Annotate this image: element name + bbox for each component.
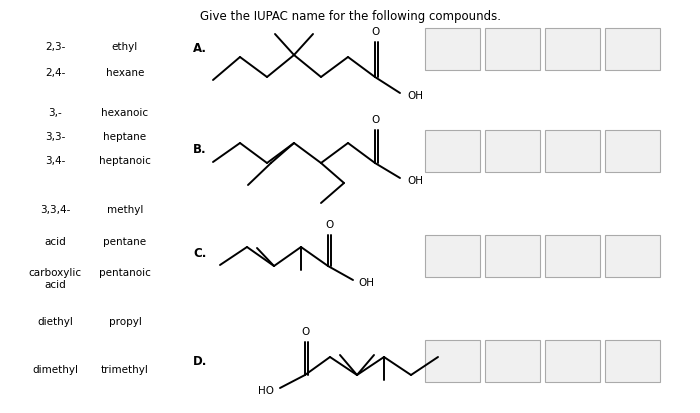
Text: hexanoic: hexanoic [102, 108, 148, 118]
Text: 3,3-: 3,3- [45, 132, 65, 142]
Text: dimethyl: dimethyl [32, 365, 78, 375]
Bar [485, 340, 540, 382]
Text: diethyl: diethyl [37, 317, 73, 327]
Text: O: O [302, 327, 310, 337]
Text: O: O [372, 27, 380, 37]
Text: acid: acid [44, 237, 66, 247]
Text: 3,3,4-: 3,3,4- [40, 205, 70, 215]
Text: A.: A. [193, 42, 207, 55]
Text: Give the IUPAC name for the following compounds.: Give the IUPAC name for the following co… [199, 10, 500, 23]
Text: methyl: methyl [107, 205, 144, 215]
Text: propyl: propyl [108, 317, 141, 327]
Text: 2,3-: 2,3- [45, 42, 65, 52]
Bar [605, 130, 660, 172]
Bar [425, 340, 480, 382]
Bar [485, 235, 540, 277]
Bar [545, 340, 600, 382]
Bar [485, 130, 540, 172]
Text: D.: D. [193, 355, 207, 368]
Text: pentane: pentane [104, 237, 146, 247]
Bar [605, 28, 660, 70]
Text: trimethyl: trimethyl [101, 365, 149, 375]
Text: hexane: hexane [106, 68, 144, 78]
Text: heptanoic: heptanoic [99, 156, 151, 166]
Bar [425, 235, 480, 277]
Bar [545, 235, 600, 277]
Bar [485, 28, 540, 70]
Text: O: O [372, 115, 380, 125]
Text: OH: OH [358, 278, 374, 288]
Text: 3,4-: 3,4- [45, 156, 65, 166]
Text: pentanoic: pentanoic [99, 268, 151, 278]
Text: 2,4-: 2,4- [45, 68, 65, 78]
Bar [545, 28, 600, 70]
Text: HO: HO [258, 386, 274, 396]
Text: OH: OH [407, 91, 423, 101]
Text: ethyl: ethyl [112, 42, 138, 52]
Bar [545, 130, 600, 172]
Text: OH: OH [407, 176, 423, 186]
Text: C.: C. [193, 247, 206, 260]
Text: carboxylic
acid: carboxylic acid [29, 268, 82, 290]
Bar [425, 28, 480, 70]
Text: heptane: heptane [104, 132, 146, 142]
Text: B.: B. [193, 143, 206, 156]
Bar [605, 340, 660, 382]
Text: O: O [325, 220, 333, 230]
Text: 3,-: 3,- [48, 108, 62, 118]
Bar [425, 130, 480, 172]
Bar [605, 235, 660, 277]
